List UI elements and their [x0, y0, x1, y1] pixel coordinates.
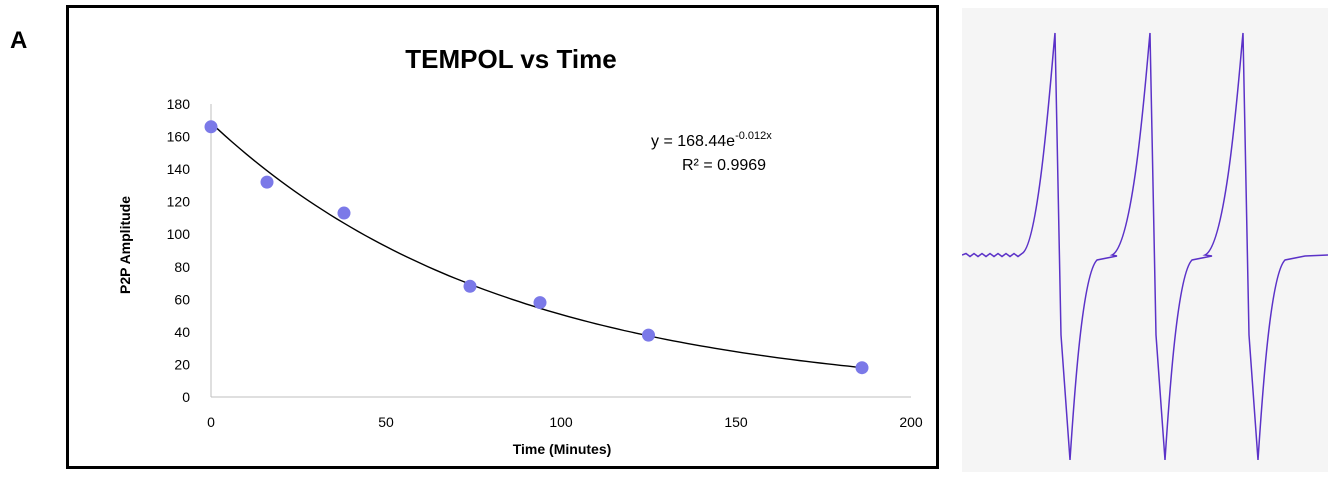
y-tick-label: 100 [167, 226, 191, 242]
y-tick-labels: 0 20 40 60 80 100 120 140 160 180 [167, 96, 191, 405]
trendline-equation: y = 168.44e-0.012x [651, 130, 772, 150]
panel-a-label: A [10, 27, 28, 54]
data-points [204, 120, 869, 375]
scatter-chart: TEMPOL vs Time 020406080100120140160180 … [117, 44, 923, 457]
x-tick-label: 100 [549, 414, 573, 430]
x-tick-label: 50 [378, 414, 394, 430]
y-tick-label: 0 [182, 389, 190, 405]
data-point [855, 361, 869, 375]
y-tick-label: 120 [167, 194, 191, 210]
epr-spectrum [961, 32, 1328, 461]
x-tick-label: 0 [207, 414, 215, 430]
y-tick-label: 160 [167, 129, 191, 145]
y-tick-label: 60 [174, 291, 190, 307]
equation-exponent: -0.012x [735, 130, 772, 142]
y-tick-label: 80 [174, 259, 190, 275]
y-tick-label: 140 [167, 161, 191, 177]
r-squared-label: R² = 0.9969 [682, 157, 766, 174]
data-point [337, 206, 351, 220]
data-point [463, 279, 477, 293]
axes [210, 104, 911, 398]
y-tick-label: 40 [174, 324, 190, 340]
data-point [260, 175, 274, 189]
chart-panel-a: TEMPOL vs Time 0 20 40 60 80 100 120 140 160 180 … [66, 5, 939, 469]
data-point [642, 328, 655, 342]
x-axis-label: Time (Minutes) [513, 441, 612, 457]
spectrum-panel-b [961, 8, 1328, 472]
x-tick-labels: 0 50 100 150 200 [207, 414, 923, 430]
spectrum-trace [961, 32, 1328, 461]
chart-title: TEMPOL vs Time [405, 44, 616, 74]
data-point [533, 296, 547, 310]
data-point [204, 120, 218, 134]
x-tick-label: 150 [724, 414, 748, 430]
y-tick-label: 20 [174, 356, 190, 372]
y-axis-label: P2P Amplitude [117, 196, 133, 294]
y-tick-label: 180 [167, 96, 191, 112]
x-tick-label: 200 [899, 414, 923, 430]
